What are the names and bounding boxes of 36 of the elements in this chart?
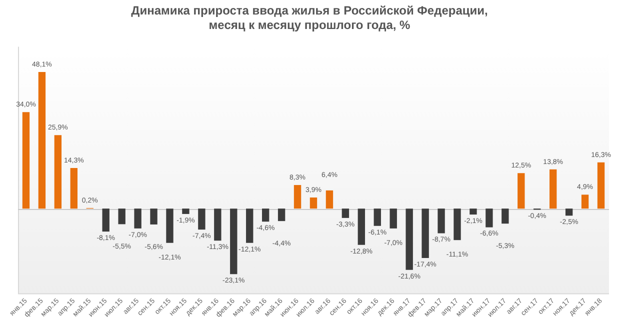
bar (102, 208, 110, 232)
bar (358, 208, 366, 245)
bar (294, 185, 302, 209)
bar (486, 208, 493, 228)
bar (54, 135, 62, 209)
chart-title: Динамика прироста ввода жилья в Российской Федерации, месяц к месяцу прошлого года, % (131, 4, 488, 32)
bar (581, 194, 589, 209)
bar (198, 208, 206, 230)
bar (150, 208, 158, 224)
bar (166, 208, 174, 243)
bar (326, 190, 334, 209)
bar (597, 162, 605, 209)
bar (310, 198, 318, 209)
bar (134, 208, 142, 228)
bar (118, 208, 126, 224)
bar (502, 208, 509, 224)
bar (438, 208, 445, 234)
bar (406, 208, 413, 270)
bar (422, 208, 429, 258)
bar (246, 208, 254, 243)
bar (278, 208, 286, 222)
bar (214, 208, 222, 241)
bar (454, 208, 461, 240)
bar (518, 173, 525, 209)
bar (390, 208, 397, 228)
bar (38, 72, 46, 209)
bar (70, 168, 78, 209)
bar (342, 208, 350, 218)
bar (182, 208, 190, 214)
bar (550, 169, 557, 209)
bar (230, 208, 238, 274)
bar (374, 208, 381, 226)
bar (262, 208, 270, 222)
bar (565, 208, 573, 216)
bar (22, 112, 30, 209)
bar (470, 208, 477, 215)
